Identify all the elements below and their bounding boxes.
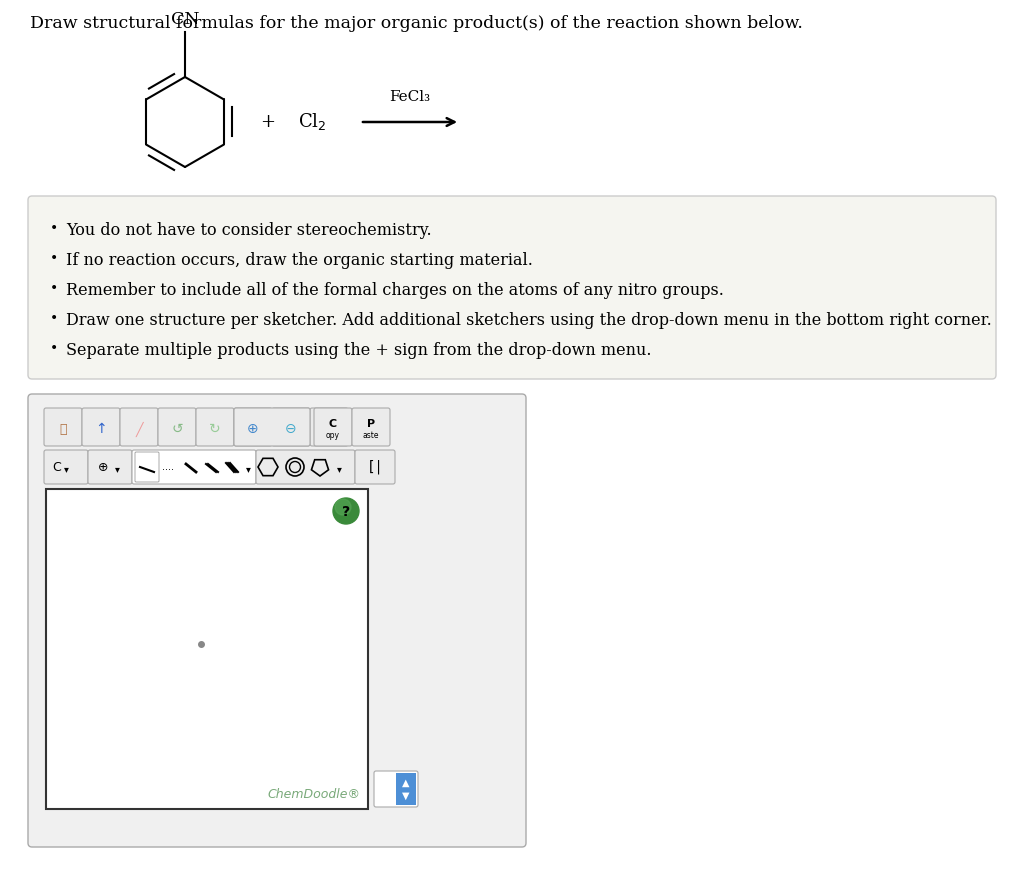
FancyBboxPatch shape [46, 489, 368, 809]
Text: ⊕: ⊕ [98, 461, 109, 474]
Text: If no reaction occurs, draw the organic starting material.: If no reaction occurs, draw the organic … [66, 252, 532, 269]
Text: ↑: ↑ [95, 422, 106, 436]
FancyBboxPatch shape [396, 773, 416, 805]
FancyBboxPatch shape [314, 408, 352, 446]
Text: •: • [50, 222, 58, 236]
FancyBboxPatch shape [310, 408, 348, 446]
FancyBboxPatch shape [256, 450, 355, 484]
Text: Cl$_2$: Cl$_2$ [298, 111, 327, 132]
Text: ChemDoodle®: ChemDoodle® [267, 788, 360, 801]
Text: Separate multiple products using the + sign from the drop-down menu.: Separate multiple products using the + s… [66, 342, 651, 359]
Text: ▾: ▾ [246, 464, 251, 474]
FancyBboxPatch shape [44, 450, 88, 484]
FancyBboxPatch shape [120, 408, 158, 446]
Text: ....: .... [162, 462, 174, 472]
Text: 🖐: 🖐 [59, 422, 67, 436]
Text: P: P [367, 419, 375, 429]
Text: ▾: ▾ [63, 464, 69, 474]
FancyBboxPatch shape [88, 450, 132, 484]
Text: opy: opy [326, 430, 340, 440]
Text: C: C [52, 461, 60, 474]
Text: ↺: ↺ [171, 422, 183, 436]
Text: Remember to include all of the formal charges on the atoms of any nitro groups.: Remember to include all of the formal ch… [66, 282, 724, 299]
Text: ▾: ▾ [337, 464, 341, 474]
Text: FeCl₃: FeCl₃ [389, 90, 430, 104]
Text: +: + [260, 113, 275, 131]
FancyBboxPatch shape [352, 408, 390, 446]
FancyBboxPatch shape [44, 408, 82, 446]
Text: ▼: ▼ [402, 791, 410, 801]
FancyBboxPatch shape [28, 394, 526, 847]
FancyBboxPatch shape [82, 408, 120, 446]
Text: ╱: ╱ [135, 422, 142, 436]
FancyBboxPatch shape [132, 450, 256, 484]
Text: ⊕: ⊕ [247, 422, 259, 436]
Text: You do not have to consider stereochemistry.: You do not have to consider stereochemis… [66, 222, 432, 239]
Text: ▾: ▾ [115, 464, 120, 474]
Text: CN: CN [171, 11, 200, 28]
Text: Draw one structure per sketcher. Add additional sketchers using the drop-down me: Draw one structure per sketcher. Add add… [66, 312, 992, 329]
Text: aste: aste [362, 430, 379, 440]
Text: •: • [50, 252, 58, 266]
Circle shape [333, 498, 359, 524]
Text: Draw structural formulas for the major organic product(s) of the reaction shown : Draw structural formulas for the major o… [30, 15, 803, 32]
FancyBboxPatch shape [158, 408, 196, 446]
Text: •: • [50, 282, 58, 296]
Text: •: • [50, 342, 58, 356]
FancyBboxPatch shape [234, 408, 272, 446]
Text: ▲: ▲ [402, 778, 410, 787]
Text: ⊖: ⊖ [286, 422, 297, 436]
Text: C: C [329, 419, 337, 429]
Text: ↻: ↻ [209, 422, 221, 436]
Text: •: • [50, 312, 58, 326]
FancyBboxPatch shape [28, 196, 996, 379]
FancyBboxPatch shape [355, 450, 395, 484]
FancyBboxPatch shape [135, 452, 159, 482]
FancyBboxPatch shape [374, 771, 418, 807]
FancyBboxPatch shape [234, 408, 310, 446]
Circle shape [335, 499, 351, 515]
FancyBboxPatch shape [196, 408, 234, 446]
Text: [|: [| [367, 460, 383, 474]
FancyBboxPatch shape [272, 408, 310, 446]
Text: ?: ? [342, 505, 350, 519]
